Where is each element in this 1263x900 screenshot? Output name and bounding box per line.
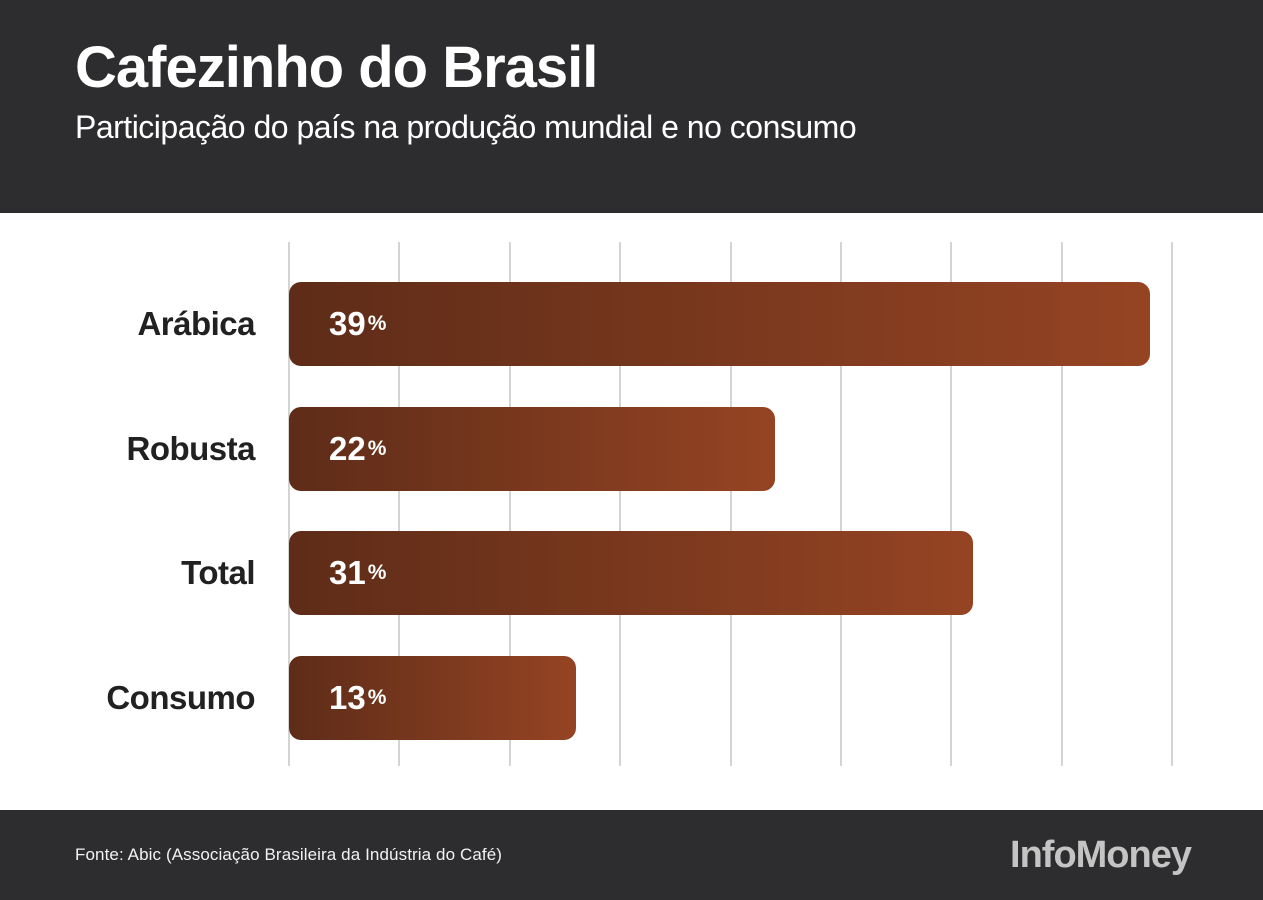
page-subtitle: Participação do país na produção mundial… xyxy=(75,108,857,145)
bar-robusta: 22% xyxy=(289,407,775,491)
bar-row-consumo: Consumo 13% xyxy=(106,656,1172,740)
bar-value: 13 xyxy=(329,679,366,716)
gridline xyxy=(398,242,401,766)
percent-sign: % xyxy=(367,561,387,584)
bar-chart: Arábica 39% Robusta 22% Total 31% Consum… xyxy=(0,213,1263,810)
category-label: Total xyxy=(181,554,255,591)
bar-value: 39 xyxy=(329,305,366,342)
bar-value: 31 xyxy=(329,554,366,591)
gridline xyxy=(619,242,622,766)
bar-arabica: 39% xyxy=(289,282,1150,366)
gridline xyxy=(729,242,732,766)
plot-area: Arábica 39% Robusta 22% Total 31% Consum… xyxy=(106,242,1173,766)
category-label: Robusta xyxy=(126,430,256,467)
bar-value: 22 xyxy=(329,430,366,467)
percent-sign: % xyxy=(367,312,387,335)
category-label: Consumo xyxy=(106,679,255,716)
infomoney-logo: InfoMoney xyxy=(1010,833,1192,876)
category-label: Arábica xyxy=(137,305,255,342)
gridline xyxy=(508,242,511,766)
page-title: Cafezinho do Brasil xyxy=(75,35,598,100)
bar-row-robusta: Robusta 22% xyxy=(127,407,1172,491)
gridline xyxy=(1060,242,1063,766)
percent-sign: % xyxy=(367,686,387,709)
source-credit: Fonte: Abic (Associação Brasileira da In… xyxy=(75,845,503,864)
percent-sign: % xyxy=(367,437,387,460)
gridline xyxy=(1171,242,1173,766)
footer-band: Fonte: Abic (Associação Brasileira da In… xyxy=(0,810,1263,900)
gridline xyxy=(288,242,290,766)
bar-total: 31% xyxy=(289,531,974,615)
bar-consumo: 13% xyxy=(289,656,576,740)
gridline xyxy=(839,242,842,766)
header-band: Cafezinho do Brasil Participação do país… xyxy=(0,0,1263,213)
bar-row-total: Total 31% xyxy=(181,531,1172,615)
bar-row-arabica: Arábica 39% xyxy=(137,282,1172,366)
gridline xyxy=(950,242,953,766)
